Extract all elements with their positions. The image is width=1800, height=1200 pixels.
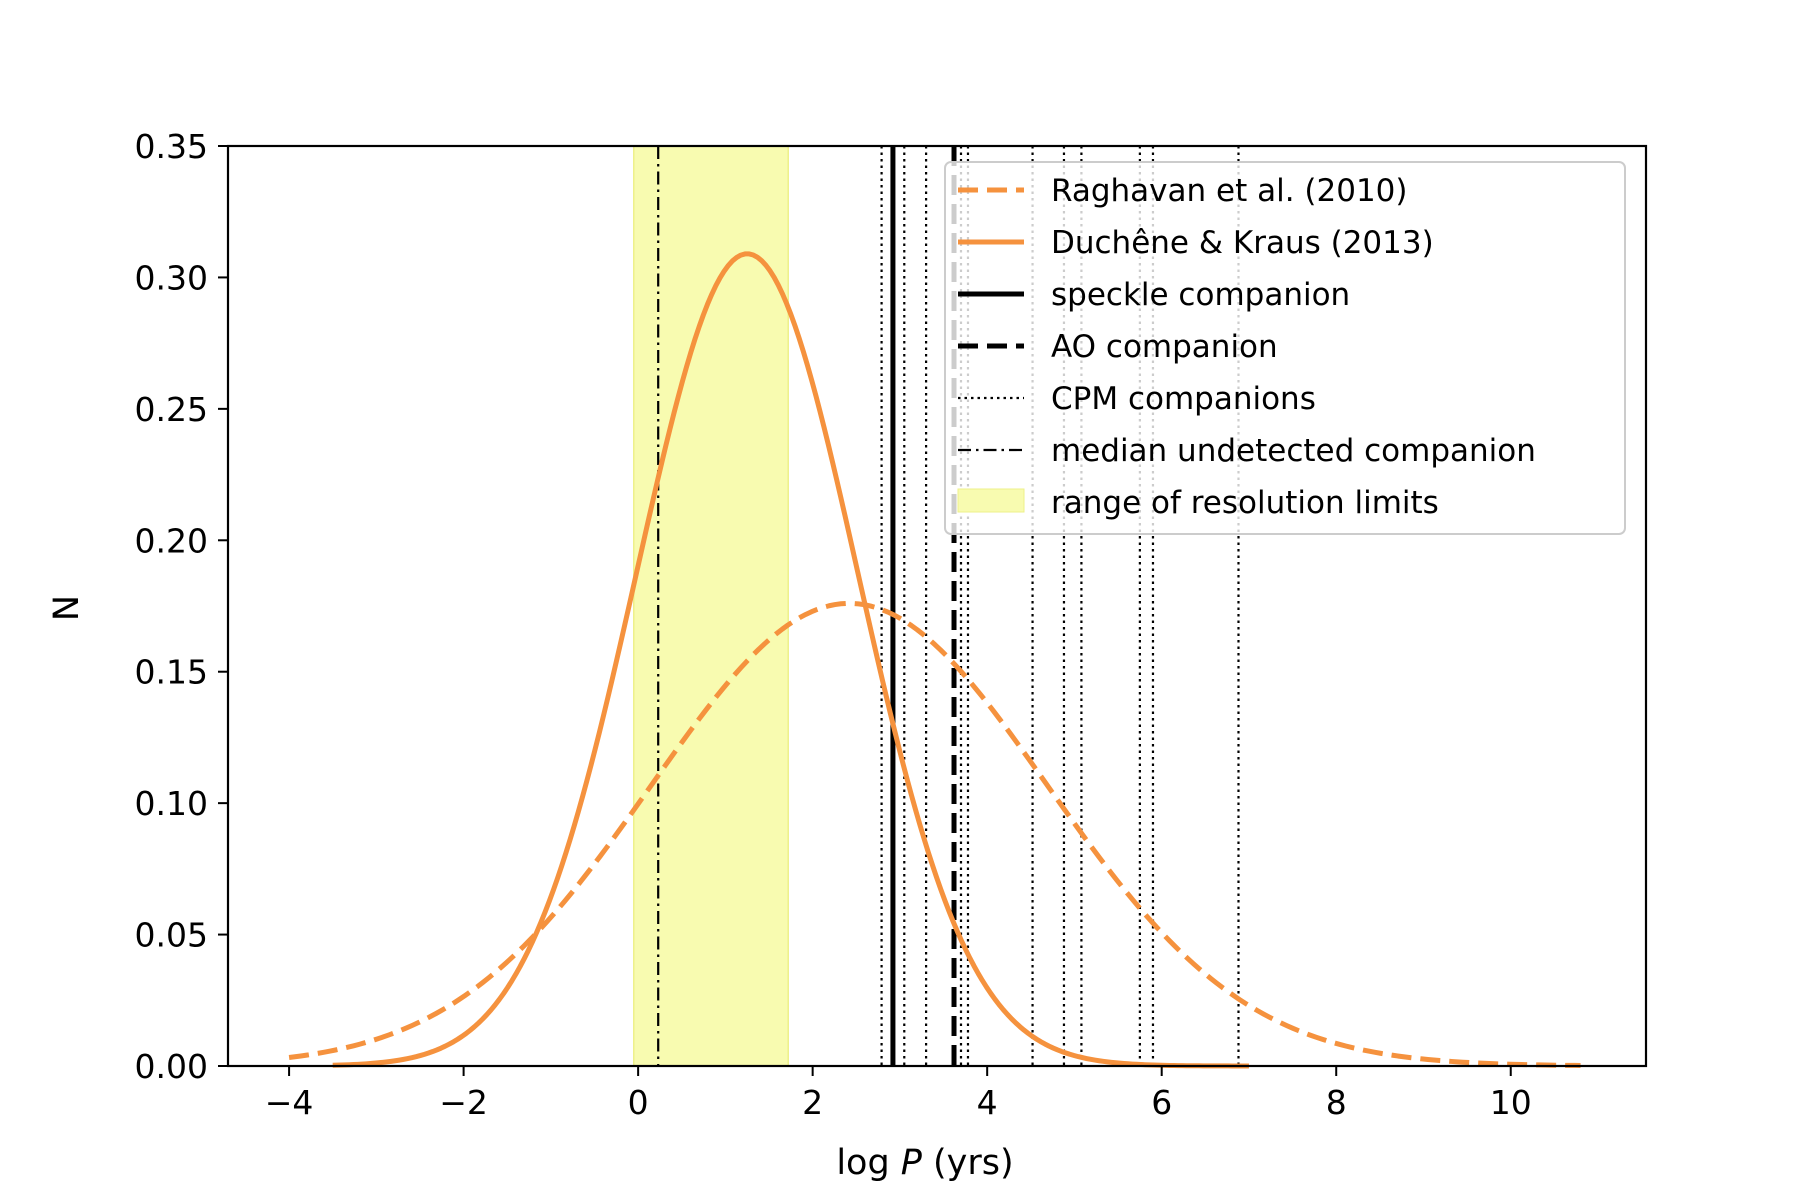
y-axis-label: N <box>47 595 87 621</box>
y-tick-label: 0.25 <box>135 390 208 429</box>
legend: Raghavan et al. (2010) Duchêne & Kraus (… <box>944 161 1626 535</box>
x-tick-label: −4 <box>265 1083 314 1122</box>
x-tick-label: 8 <box>1326 1083 1347 1122</box>
x-tick-label: 10 <box>1490 1083 1532 1122</box>
y-tick-label: 0.30 <box>135 258 208 297</box>
legend-label-cpm: CPM companions <box>1051 381 1316 417</box>
curve-raghavan-2010 <box>288 600 1581 1068</box>
y-tick-label: 0.05 <box>135 916 208 955</box>
legend-label-median: median undetected companion <box>1051 433 1536 469</box>
legend-label-duchene: Duchêne & Kraus (2013) <box>1051 225 1434 261</box>
resolution-limit-band <box>633 145 789 1067</box>
y-tick-label: 0.00 <box>135 1047 208 1086</box>
y-tick-label: 0.10 <box>135 784 208 823</box>
curve-duchene-kraus-2013 <box>332 251 1249 1069</box>
x-tick-label: 6 <box>1151 1083 1172 1122</box>
x-tick-label: 0 <box>628 1083 649 1122</box>
y-tick-label: 0.20 <box>135 521 208 560</box>
x-tick-label: −2 <box>439 1083 488 1122</box>
legend-label-ao: AO companion <box>1051 329 1278 365</box>
x-tick-label: 4 <box>977 1083 998 1122</box>
legend-box <box>944 161 1626 535</box>
legend-label-band: range of resolution limits <box>1051 485 1439 521</box>
legend-swatch-band <box>957 488 1025 513</box>
y-tick-label: 0.35 <box>135 127 208 166</box>
x-ticks: −4 −2 0 2 4 6 8 10 <box>265 1066 1532 1122</box>
curves-layer <box>288 251 1581 1069</box>
y-tick-label: 0.15 <box>135 653 208 692</box>
band-layer <box>633 145 789 1067</box>
legend-label-raghavan: Raghavan et al. (2010) <box>1051 173 1408 209</box>
legend-label-speckle: speckle companion <box>1051 277 1350 313</box>
plot-frame <box>226 144 1648 1068</box>
x-tick-label: 2 <box>802 1083 823 1122</box>
y-ticks: 0.00 0.05 0.10 0.15 0.20 0.25 0.30 0.35 <box>135 127 228 1086</box>
x-axis-label: log P (yrs) <box>836 1143 1013 1183</box>
